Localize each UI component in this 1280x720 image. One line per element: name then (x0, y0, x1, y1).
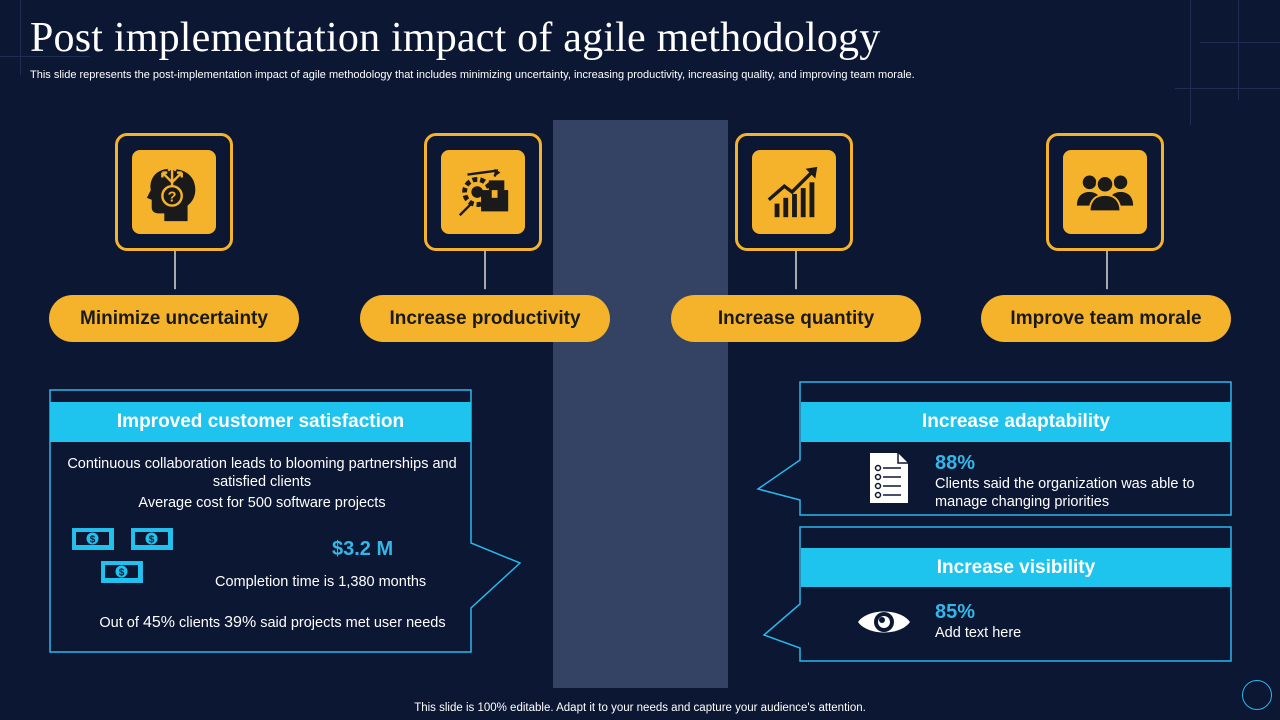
impact-pill-increase-quantity: Increase quantity (671, 295, 921, 342)
connector-line (484, 251, 486, 295)
impact-pill-minimize-uncertainty: Minimize uncertainty (49, 295, 299, 342)
adaptability-percent: 88% (935, 452, 976, 474)
money-bill-icon: $ (72, 528, 114, 550)
impact-icon-box (424, 133, 542, 251)
impact-pill-improve-team-morale: Improve team morale (981, 295, 1231, 342)
connector-line (174, 251, 176, 295)
head-question-icon: ? (146, 165, 196, 222)
impact-icon-box (735, 133, 853, 251)
decor-line (1175, 88, 1280, 89)
decor-line (1200, 42, 1280, 43)
satisfaction-completion: Completion time is 1,380 months (215, 574, 427, 590)
decor-line (1238, 0, 1239, 100)
satisfaction-line2: Average cost for 500 software projects (138, 495, 386, 511)
satisfaction-heading: Improved customer satisfaction (50, 402, 471, 442)
checklist-document-icon (870, 453, 908, 503)
connector-line (1106, 251, 1108, 295)
growth-chart-icon (767, 166, 818, 218)
decor-line (0, 56, 90, 57)
impact-icon-bg: ? (132, 150, 216, 234)
decor-line (20, 0, 21, 75)
adaptability-text: Clients said the organization was able t… (935, 476, 1195, 510)
impact-icon-box (1046, 133, 1164, 251)
clients-suffix: said projects met user needs (260, 615, 446, 631)
page-title: Post implementation impact of agile meth… (30, 15, 881, 61)
svg-text:?: ? (168, 190, 177, 206)
svg-text:$: $ (119, 568, 125, 579)
productivity-gear-icon (458, 168, 509, 217)
visibility-heading: Increase visibility (801, 548, 1231, 587)
impact-pill-increase-productivity: Increase productivity (360, 295, 610, 342)
adaptability-heading: Increase adaptability (801, 402, 1231, 442)
clients-mid: clients (179, 615, 221, 631)
satisfaction-cost: $3.2 M (332, 538, 394, 560)
clients-pct1: 45% (142, 614, 175, 631)
clients-pct2: 39% (224, 614, 257, 631)
page-subtitle: This slide represents the post-implement… (30, 69, 915, 81)
center-band (553, 120, 728, 688)
team-icon (1076, 175, 1134, 213)
eye-icon (858, 611, 910, 633)
svg-text:$: $ (90, 535, 96, 546)
visibility-percent: 85% (935, 601, 976, 623)
decor-line (1190, 0, 1191, 125)
satisfaction-line1: Continuous collaboration leads to bloomi… (67, 456, 457, 490)
impact-icon-bg (441, 150, 525, 234)
satisfaction-clients: Out of 45% clients 39% said projects met… (50, 614, 495, 632)
impact-icon-box: ? (115, 133, 233, 251)
money-bill-icon: $ (131, 528, 173, 550)
decor-circle (1242, 680, 1272, 710)
connector-line (795, 251, 797, 295)
impact-icon-bg (1063, 150, 1147, 234)
footer-note: This slide is 100% editable. Adapt it to… (414, 702, 866, 714)
clients-prefix: Out of (99, 615, 139, 631)
svg-text:$: $ (149, 535, 155, 546)
visibility-text: Add text here (935, 625, 1022, 641)
money-bill-icon: $ (101, 561, 143, 583)
impact-icon-bg (752, 150, 836, 234)
